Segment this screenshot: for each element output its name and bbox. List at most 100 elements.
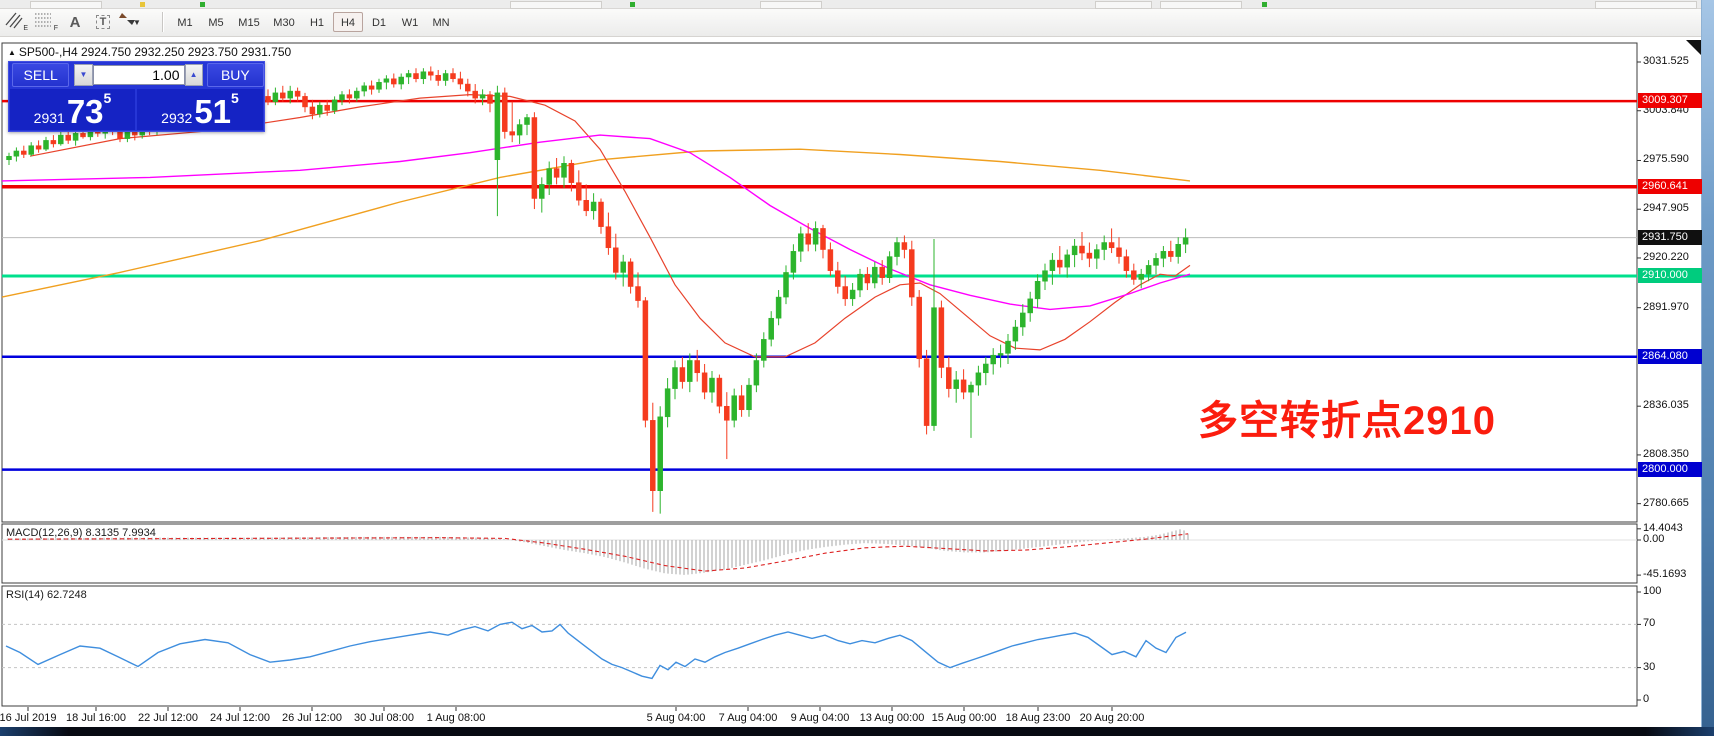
candle bbox=[376, 82, 382, 90]
buy-price-sup: 5 bbox=[231, 90, 239, 106]
timeframe-button-h1[interactable]: H1 bbox=[309, 17, 325, 29]
time-axis-label[interactable]: 26 Jul 12:00 bbox=[282, 712, 342, 724]
candle bbox=[849, 289, 856, 300]
candle bbox=[1101, 242, 1107, 250]
time-axis-label[interactable]: 1 Aug 08:00 bbox=[426, 712, 486, 724]
candle bbox=[442, 73, 449, 81]
candle bbox=[50, 140, 57, 145]
time-axis-label[interactable]: 5 Aug 04:00 bbox=[646, 712, 706, 724]
candle bbox=[598, 201, 604, 227]
timeframe-button-d1[interactable]: D1 bbox=[371, 17, 387, 29]
macd-axis-tick: 14.4043 bbox=[1643, 521, 1683, 534]
rsi-label: RSI(14) 62.7248 bbox=[6, 589, 87, 601]
candle bbox=[1064, 254, 1070, 268]
candle bbox=[694, 360, 700, 374]
timeframe-button-m30[interactable]: M30 bbox=[273, 17, 295, 29]
candle bbox=[502, 92, 508, 132]
candle bbox=[590, 201, 597, 212]
rsi-name: RSI(14) bbox=[6, 589, 44, 601]
candle bbox=[835, 270, 841, 287]
rsi-axis-tick: 100 bbox=[1643, 585, 1662, 597]
candle bbox=[879, 266, 885, 278]
candle bbox=[280, 92, 286, 99]
timeframe-button-h4[interactable]: H4 bbox=[333, 12, 363, 32]
toolbar-separator bbox=[162, 12, 163, 32]
sell-button[interactable]: SELL bbox=[12, 63, 70, 87]
timeframe-button-m15[interactable]: M15 bbox=[238, 17, 260, 29]
candle bbox=[346, 94, 353, 99]
volume-input[interactable] bbox=[92, 65, 185, 85]
candle bbox=[479, 94, 486, 99]
candle bbox=[465, 83, 471, 92]
time-axis-label[interactable]: 30 Jul 08:00 bbox=[354, 712, 414, 724]
time-axis-label[interactable]: 9 Aug 04:00 bbox=[790, 712, 850, 724]
candle bbox=[709, 377, 715, 393]
candle bbox=[568, 163, 575, 183]
candle bbox=[894, 242, 900, 257]
candle bbox=[768, 317, 774, 340]
volume-increase-button[interactable]: ▲ bbox=[184, 64, 203, 86]
candle bbox=[539, 184, 545, 199]
volume-decrease-button[interactable]: ▼ bbox=[74, 64, 93, 86]
time-axis-label[interactable]: 20 Aug 20:00 bbox=[1079, 712, 1145, 724]
buy-price-display[interactable]: 2932 51 5 bbox=[137, 89, 263, 130]
candle bbox=[516, 124, 523, 136]
candle bbox=[664, 388, 671, 418]
candle bbox=[642, 300, 649, 421]
time-axis-label[interactable]: 22 Jul 12:00 bbox=[138, 712, 198, 724]
candle bbox=[1042, 270, 1048, 282]
candle bbox=[1049, 259, 1056, 271]
candle bbox=[901, 242, 908, 250]
green-icon-fragment bbox=[630, 2, 635, 7]
candle bbox=[457, 78, 464, 85]
candle bbox=[724, 405, 730, 421]
candle bbox=[820, 228, 826, 250]
candle bbox=[657, 416, 663, 492]
candle bbox=[960, 379, 967, 393]
candle bbox=[916, 296, 922, 359]
time-axis-label[interactable]: 13 Aug 00:00 bbox=[859, 712, 925, 724]
text-box-icon[interactable]: T bbox=[90, 11, 116, 33]
price-level-badge: 3009.307 bbox=[1638, 93, 1702, 109]
candle bbox=[864, 273, 871, 284]
text-label-icon[interactable]: A bbox=[69, 13, 81, 31]
candle bbox=[635, 286, 641, 301]
candle bbox=[997, 353, 1004, 356]
arrows-tool-icon[interactable]: ▼ bbox=[118, 11, 154, 33]
timeframe-button-m1[interactable]: M1 bbox=[177, 17, 193, 29]
candle bbox=[450, 73, 456, 80]
candle bbox=[413, 73, 419, 80]
rsi-axis-tick: 70 bbox=[1643, 617, 1656, 630]
window-right-border bbox=[1701, 0, 1714, 736]
candle bbox=[1057, 259, 1063, 268]
trade-controls-row: SELL ▼ ▲ BUY bbox=[9, 62, 264, 88]
candle bbox=[124, 131, 131, 139]
timeframe-button-w1[interactable]: W1 bbox=[401, 17, 419, 29]
time-axis-label[interactable]: 24 Jul 12:00 bbox=[210, 712, 270, 724]
candle bbox=[1094, 249, 1100, 259]
candle bbox=[35, 145, 42, 150]
price-level-badge: 2960.641 bbox=[1638, 178, 1702, 194]
candle bbox=[561, 163, 567, 178]
candle bbox=[72, 133, 79, 141]
candle bbox=[43, 140, 49, 150]
time-axis-label[interactable]: 18 Jul 16:00 bbox=[66, 712, 126, 724]
chevron-down-icon[interactable]: ▼ bbox=[133, 17, 141, 27]
buy-button[interactable]: BUY bbox=[206, 63, 264, 87]
buy-price-big: 51 bbox=[194, 93, 232, 130]
macd-label: MACD(12,26,9) 8.3135 7.9934 bbox=[6, 527, 156, 539]
candle bbox=[494, 92, 501, 161]
fibonacci-icon[interactable]: F bbox=[34, 11, 60, 33]
time-axis-label[interactable]: 7 Aug 04:00 bbox=[718, 712, 778, 724]
timeframe-button-mn[interactable]: MN bbox=[432, 17, 450, 29]
candle bbox=[946, 367, 952, 389]
timeframe-button-m5[interactable]: M5 bbox=[208, 17, 224, 29]
time-axis-label[interactable]: 15 Aug 00:00 bbox=[931, 712, 997, 724]
candle bbox=[613, 247, 619, 273]
time-axis-label[interactable]: 18 Aug 23:00 bbox=[1005, 712, 1071, 724]
line-studies-icon[interactable]: E bbox=[4, 11, 30, 33]
time-axis-label[interactable]: 16 Jul 2019 bbox=[0, 712, 57, 724]
sell-price-display[interactable]: 2931 73 5 bbox=[10, 89, 135, 130]
current-price-badge: 2931.750 bbox=[1638, 229, 1702, 245]
